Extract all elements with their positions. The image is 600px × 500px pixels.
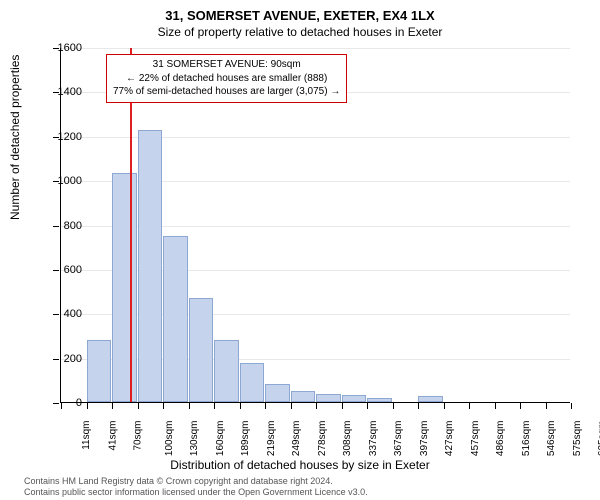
y-tick-label: 600 [42, 264, 82, 276]
histogram-bar [316, 394, 341, 402]
footer-line-1: Contains HM Land Registry data © Crown c… [24, 476, 368, 487]
histogram-bar [214, 340, 239, 402]
page-title: 31, SOMERSET AVENUE, EXETER, EX4 1LX [0, 0, 600, 23]
x-tick-label: 367sqm [393, 421, 404, 457]
x-tick-label: 160sqm [215, 421, 226, 457]
page-subtitle: Size of property relative to detached ho… [0, 23, 600, 39]
footer-attribution: Contains HM Land Registry data © Crown c… [24, 476, 368, 499]
x-tick-label: 130sqm [189, 421, 200, 457]
x-tick [469, 403, 470, 409]
x-tick [495, 403, 496, 409]
x-tick-label: 337sqm [368, 421, 379, 457]
y-tick-label: 1400 [42, 86, 82, 98]
y-tick-label: 400 [42, 308, 82, 320]
x-tick-label: 70sqm [133, 421, 144, 451]
x-tick [87, 403, 88, 409]
x-tick-label: 41sqm [107, 421, 118, 451]
x-tick-label: 11sqm [81, 421, 92, 450]
histogram-bar [189, 298, 214, 402]
x-tick [444, 403, 445, 409]
histogram-bar [138, 130, 163, 402]
x-tick [138, 403, 139, 409]
x-tick [571, 403, 572, 409]
annotation-line: 77% of semi-detached houses are larger (… [113, 85, 340, 99]
x-tick [214, 403, 215, 409]
histogram-bar [112, 173, 137, 402]
x-tick-label: 575sqm [572, 421, 583, 457]
histogram-bar [291, 391, 316, 402]
x-tick-label: 100sqm [164, 421, 175, 457]
gridline [61, 48, 570, 49]
histogram-bar [367, 398, 392, 402]
histogram-bar [240, 363, 265, 402]
x-tick [163, 403, 164, 409]
x-tick [112, 403, 113, 409]
y-tick-label: 0 [42, 397, 82, 409]
x-tick [291, 403, 292, 409]
x-tick-label: 486sqm [495, 421, 506, 457]
x-tick [418, 403, 419, 409]
x-tick [240, 403, 241, 409]
x-tick [342, 403, 343, 409]
x-tick [520, 403, 521, 409]
x-tick [393, 403, 394, 409]
x-tick-label: 457sqm [470, 421, 481, 457]
x-tick [367, 403, 368, 409]
annotation-line: 31 SOMERSET AVENUE: 90sqm [113, 58, 340, 72]
x-tick-label: 516sqm [521, 421, 532, 457]
x-tick-label: 397sqm [419, 421, 430, 457]
y-tick-label: 800 [42, 220, 82, 232]
x-tick [546, 403, 547, 409]
y-tick-label: 1000 [42, 175, 82, 187]
footer-line-2: Contains public sector information licen… [24, 487, 368, 498]
x-tick-label: 219sqm [266, 421, 277, 457]
x-tick [265, 403, 266, 409]
x-axis-title: Distribution of detached houses by size … [0, 458, 600, 472]
annotation-callout: 31 SOMERSET AVENUE: 90sqm← 22% of detach… [106, 54, 347, 103]
y-axis-title: Number of detached properties [8, 55, 22, 220]
annotation-line: ← 22% of detached houses are smaller (88… [113, 72, 340, 86]
x-tick-label: 249sqm [291, 421, 302, 457]
x-tick-label: 546sqm [546, 421, 557, 457]
histogram-bar [265, 384, 290, 402]
x-tick-label: 427sqm [444, 421, 455, 457]
x-tick [316, 403, 317, 409]
x-tick [189, 403, 190, 409]
x-tick-label: 278sqm [317, 421, 328, 457]
histogram-bar [87, 340, 112, 402]
y-tick-label: 200 [42, 353, 82, 365]
y-tick-label: 1600 [42, 42, 82, 54]
y-tick-label: 1200 [42, 131, 82, 143]
histogram-bar [418, 396, 443, 402]
x-tick-label: 189sqm [240, 421, 251, 457]
histogram-chart: 31 SOMERSET AVENUE: 90sqm← 22% of detach… [60, 48, 570, 403]
histogram-bar [163, 236, 188, 402]
histogram-bar [342, 395, 367, 402]
x-tick-label: 308sqm [342, 421, 353, 457]
